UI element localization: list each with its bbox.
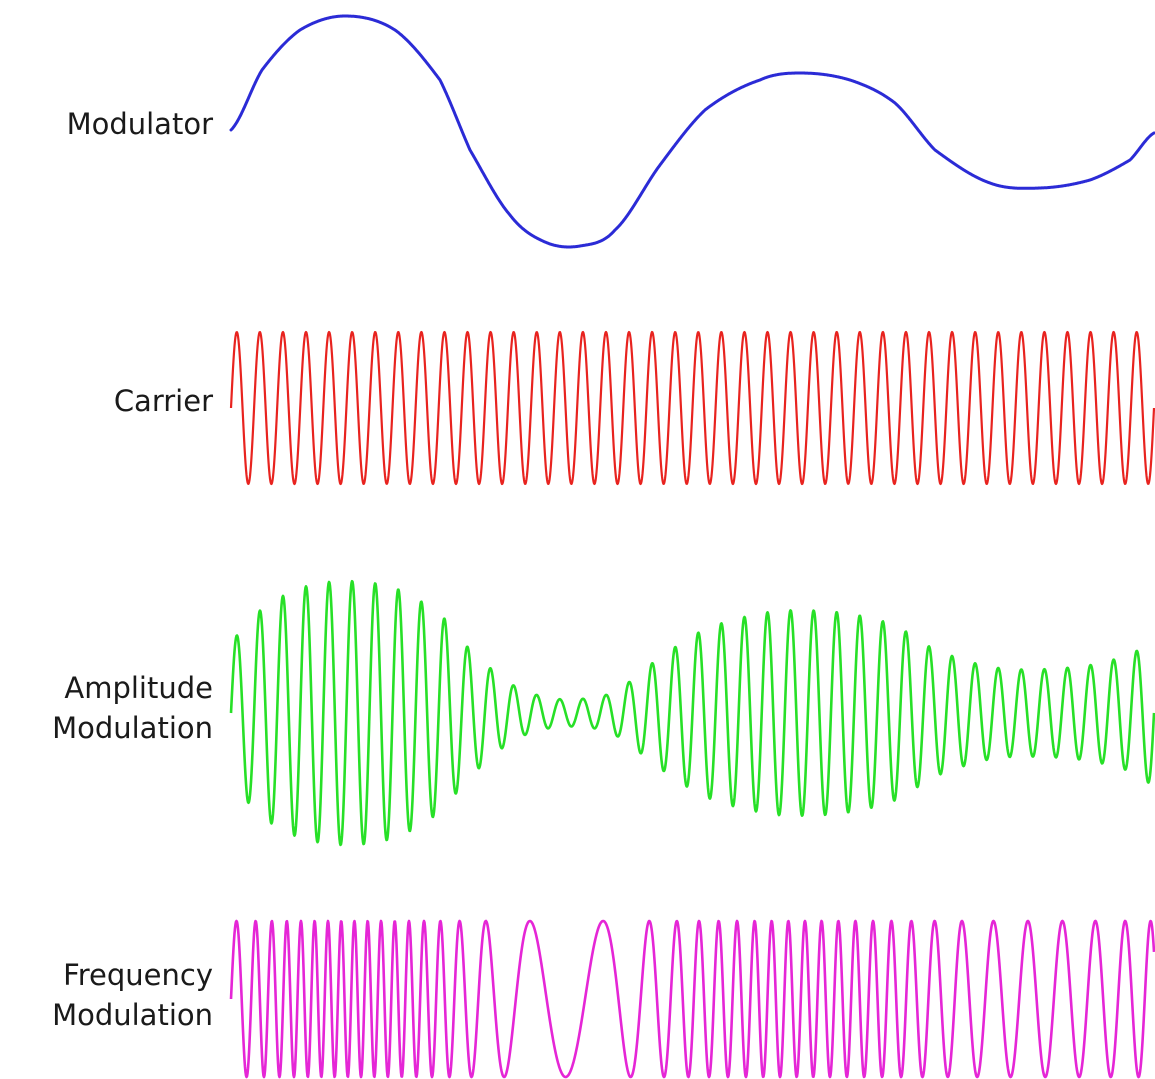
amplitude-modulation-label: Amplitude Modulation [52,668,213,748]
modulator-label: Modulator [67,104,213,144]
modulator-label-text: Modulator [66,107,213,141]
am-label-line-2: Modulation [52,711,213,745]
fm-label-line-2: Modulation [52,998,213,1032]
carrier-label: Carrier [114,381,213,421]
carrier-label-text: Carrier [113,384,213,418]
modulator-wave [229,14,1155,249]
amplitude-modulated-wave [229,579,1155,847]
am-label-line-1: Amplitude [64,671,213,705]
frequency-modulation-label: Frequency Modulation [52,955,213,1035]
frequency-modulated-wave [229,919,1155,1079]
carrier-wave [229,330,1155,486]
fm-label-line-1: Frequency [63,958,213,992]
